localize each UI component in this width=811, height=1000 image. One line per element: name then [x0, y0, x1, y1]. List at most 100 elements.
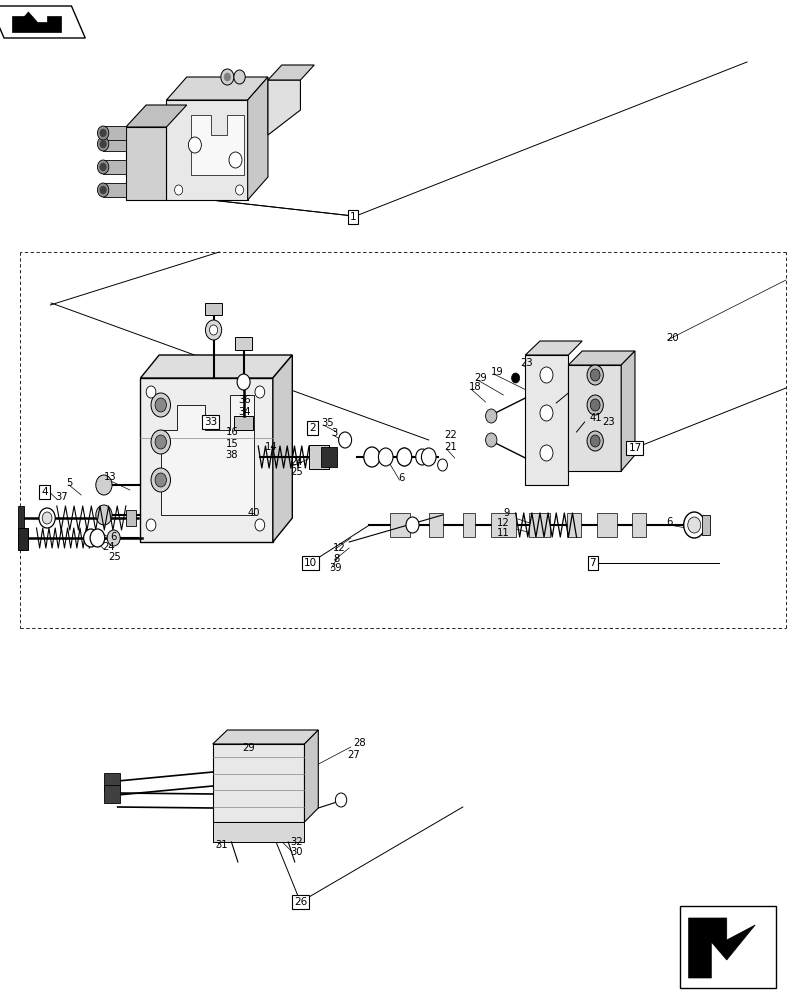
Text: 29: 29 — [474, 373, 487, 383]
Text: 25: 25 — [290, 467, 303, 477]
Text: 3: 3 — [331, 428, 337, 438]
Text: 4: 4 — [41, 487, 48, 497]
Text: 22: 22 — [444, 430, 457, 440]
Text: 23: 23 — [602, 417, 615, 427]
Text: 33: 33 — [204, 417, 217, 427]
Bar — [126, 510, 135, 526]
Polygon shape — [247, 77, 268, 200]
Circle shape — [586, 365, 603, 385]
Circle shape — [539, 445, 552, 461]
Bar — [234, 416, 253, 430]
Polygon shape — [272, 355, 292, 542]
Circle shape — [687, 517, 700, 533]
Circle shape — [42, 512, 52, 524]
Polygon shape — [212, 730, 318, 744]
Circle shape — [229, 152, 242, 168]
Bar — [428, 513, 443, 537]
Circle shape — [209, 325, 217, 335]
Circle shape — [255, 519, 264, 531]
Circle shape — [590, 435, 599, 447]
Bar — [462, 513, 474, 537]
Circle shape — [406, 517, 418, 533]
Text: 23: 23 — [520, 358, 533, 368]
Circle shape — [335, 793, 346, 807]
Circle shape — [338, 432, 351, 448]
Circle shape — [90, 529, 105, 547]
Text: 11: 11 — [496, 528, 509, 538]
Circle shape — [97, 183, 109, 197]
Text: 24: 24 — [102, 542, 115, 552]
Bar — [205, 303, 221, 315]
Circle shape — [437, 459, 447, 471]
Circle shape — [590, 369, 599, 381]
Circle shape — [155, 473, 166, 487]
Circle shape — [255, 386, 264, 398]
Text: 5: 5 — [67, 478, 73, 488]
Bar — [566, 513, 581, 537]
Polygon shape — [525, 355, 568, 485]
Bar — [104, 785, 120, 803]
Text: 32: 32 — [290, 837, 303, 847]
Circle shape — [586, 431, 603, 451]
Text: 6: 6 — [397, 473, 404, 483]
Circle shape — [590, 399, 599, 411]
Polygon shape — [18, 12, 39, 24]
Bar — [529, 513, 549, 537]
Circle shape — [237, 374, 250, 390]
Bar — [491, 513, 515, 537]
Text: 6: 6 — [665, 517, 672, 527]
Circle shape — [96, 505, 112, 525]
Polygon shape — [304, 730, 318, 822]
Polygon shape — [12, 16, 61, 32]
Circle shape — [97, 137, 109, 151]
Circle shape — [84, 529, 98, 547]
Polygon shape — [191, 115, 243, 175]
Text: 6: 6 — [110, 532, 117, 542]
Polygon shape — [620, 351, 634, 471]
Circle shape — [234, 70, 245, 84]
Text: 31: 31 — [215, 840, 228, 850]
Polygon shape — [166, 100, 247, 200]
Circle shape — [100, 140, 106, 148]
Circle shape — [415, 449, 428, 465]
Text: 8: 8 — [333, 554, 339, 564]
Bar — [702, 515, 710, 535]
Polygon shape — [212, 744, 304, 822]
Polygon shape — [525, 341, 581, 355]
Circle shape — [235, 185, 243, 195]
Polygon shape — [103, 183, 126, 197]
Circle shape — [224, 73, 230, 81]
Text: 37: 37 — [55, 492, 68, 502]
Circle shape — [97, 126, 109, 140]
Bar — [596, 513, 616, 537]
Polygon shape — [568, 351, 634, 365]
Polygon shape — [140, 355, 292, 378]
Text: 41: 41 — [589, 413, 602, 423]
Circle shape — [205, 320, 221, 340]
Circle shape — [100, 163, 106, 171]
Text: 12: 12 — [333, 543, 345, 553]
Circle shape — [683, 512, 704, 538]
Polygon shape — [126, 105, 187, 127]
Polygon shape — [126, 127, 166, 200]
Circle shape — [146, 386, 156, 398]
Text: 12: 12 — [496, 518, 509, 528]
Text: 7: 7 — [589, 558, 595, 568]
Bar — [235, 337, 251, 350]
Text: 29: 29 — [242, 743, 255, 753]
Text: 2: 2 — [309, 423, 315, 433]
Circle shape — [151, 430, 170, 454]
Text: 13: 13 — [104, 472, 117, 482]
Bar — [631, 513, 646, 537]
Circle shape — [378, 448, 393, 466]
Polygon shape — [103, 160, 126, 174]
Circle shape — [97, 160, 109, 174]
Polygon shape — [166, 77, 268, 100]
Text: 27: 27 — [347, 750, 360, 760]
Bar — [18, 506, 24, 530]
Bar — [680, 906, 775, 988]
Text: 16: 16 — [225, 427, 238, 437]
Circle shape — [539, 367, 552, 383]
Polygon shape — [568, 365, 620, 471]
Text: 24: 24 — [290, 457, 303, 467]
